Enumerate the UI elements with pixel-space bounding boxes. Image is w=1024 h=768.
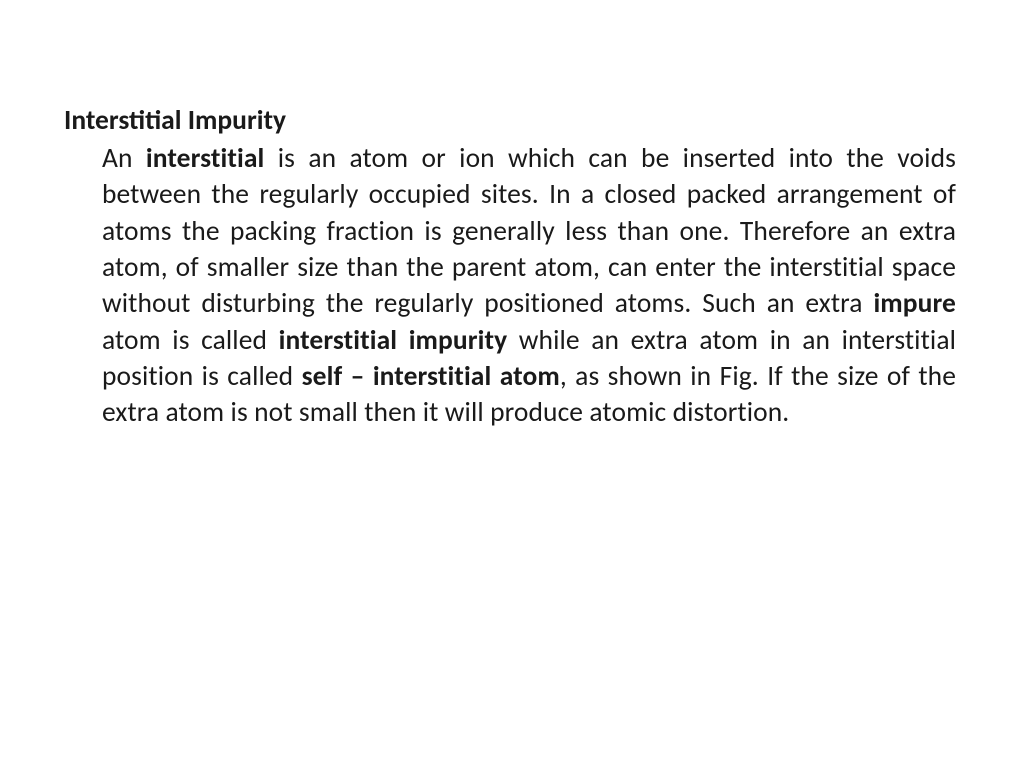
- bold-term: impure: [873, 287, 956, 320]
- slide-container: Interstitial Impurity An interstitial is…: [0, 0, 1024, 768]
- body-paragraph: An interstitial is an atom or ion which …: [102, 141, 956, 431]
- bold-term: interstitial impurity: [279, 324, 508, 357]
- section-heading: Interstitial Impurity: [64, 102, 956, 139]
- bold-term: self – interstitial atom: [302, 360, 560, 393]
- bold-term: interstitial: [146, 142, 265, 175]
